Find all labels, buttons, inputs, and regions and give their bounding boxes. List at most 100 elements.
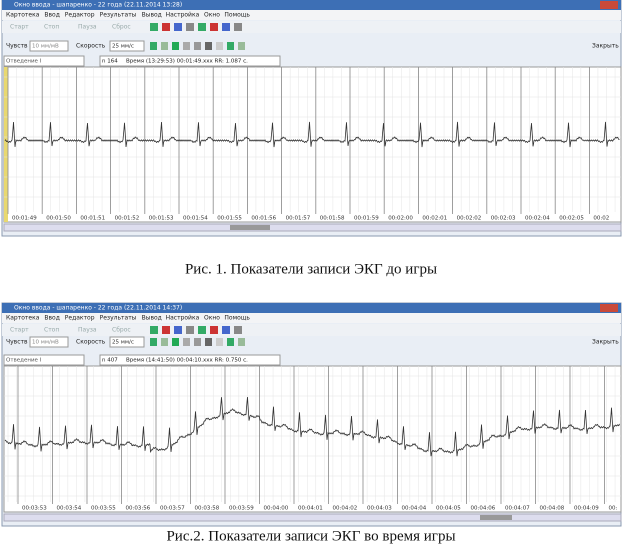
tool-icon[interactable] [162, 326, 170, 334]
tool-icon[interactable] [234, 23, 242, 31]
speed-select[interactable] [109, 40, 145, 52]
tool-icon[interactable] [186, 326, 194, 334]
close-button[interactable]: Закрыть [592, 339, 619, 346]
speed-select[interactable] [109, 336, 145, 348]
tool-icon[interactable] [150, 338, 157, 346]
tool-icon[interactable] [234, 326, 242, 334]
time-label: 00:04:03 [367, 506, 392, 512]
tool-icon[interactable] [222, 23, 230, 31]
scroll-thumb[interactable] [230, 225, 270, 230]
time-label: 00:01:50 [46, 216, 71, 222]
menu-item[interactable]: Окно [204, 12, 220, 19]
tool-icon[interactable] [216, 42, 223, 50]
time-label: 00:02:04 [525, 216, 550, 222]
tool-icon[interactable] [210, 23, 218, 31]
sensitivity-select[interactable] [29, 40, 69, 52]
toolbar-button[interactable]: Сброс [112, 327, 131, 334]
screenshot: Окно ввода - шапаренко - 22 года (22.11.… [1, 302, 622, 527]
tool-icon[interactable] [205, 338, 212, 346]
toolbar-button[interactable]: Стоп [44, 24, 59, 31]
tool-icon[interactable] [162, 23, 170, 31]
ecg-area [3, 365, 622, 513]
tool-icon[interactable] [194, 338, 201, 346]
menu-item[interactable]: Картотека [6, 315, 40, 322]
toolbar-button[interactable]: Сброс [112, 24, 131, 31]
time-label: 00:01:54 [183, 216, 208, 222]
lead-select[interactable] [3, 354, 85, 366]
menu-item[interactable]: Редактор [65, 12, 95, 19]
screenshot: Окно ввода - шапаренко - 22 года (22.11.… [1, 0, 622, 237]
tool-icon[interactable] [161, 42, 168, 50]
tool-icon[interactable] [186, 23, 194, 31]
tool-icon[interactable] [210, 326, 218, 334]
menu-item[interactable]: Окно [204, 315, 220, 322]
time-label: 00:04:07 [505, 506, 530, 512]
time-label: 00:01:55 [217, 216, 242, 222]
scrollbar[interactable] [3, 513, 622, 522]
scrollbar[interactable] [3, 223, 622, 232]
caption: Рис. 1. Показатели записи ЭКГ до игры [185, 261, 437, 277]
close-button[interactable]: Закрыть [592, 43, 619, 50]
tool-icon[interactable] [174, 23, 182, 31]
tool-icon[interactable] [161, 338, 168, 346]
tool-icon[interactable] [150, 42, 157, 50]
tool-icon[interactable] [227, 42, 234, 50]
tool-icon[interactable] [183, 42, 190, 50]
toolbar-button[interactable]: Пауза [78, 327, 97, 334]
tool-icon[interactable] [172, 338, 179, 346]
counter: n 407 [102, 358, 118, 364]
menu-item[interactable]: Ввод [44, 315, 59, 322]
toolbar-button[interactable]: Стоп [44, 327, 59, 334]
tool-icon[interactable] [238, 42, 245, 50]
menu-item[interactable]: Ввод [44, 12, 59, 19]
tool-icon[interactable] [150, 326, 158, 334]
speed-label: Скорость [76, 43, 106, 50]
caption: Рис.2. Показатели записи ЭКГ во время иг… [166, 528, 455, 544]
menu-item[interactable]: Вывод [142, 315, 162, 322]
tool-icon[interactable] [174, 326, 182, 334]
ecg-area [3, 66, 622, 223]
tool-icon[interactable] [172, 42, 179, 50]
tool-icon[interactable] [198, 326, 206, 334]
tool-icon[interactable] [198, 23, 206, 31]
tool-icon[interactable] [194, 42, 201, 50]
status-box [99, 354, 281, 366]
title-bar [2, 0, 621, 10]
toolbar-button[interactable]: Пауза [78, 24, 97, 31]
sensitivity-label: Чувств [6, 339, 28, 346]
menu-item[interactable]: Картотека [6, 12, 40, 19]
tool-icon[interactable] [227, 338, 234, 346]
tool-icon[interactable] [222, 326, 230, 334]
time-label: 00:02:03 [491, 216, 516, 222]
time-label: 00:02:00 [388, 216, 413, 222]
speed-value: 25 мм/с [112, 340, 134, 346]
tool-icon[interactable] [238, 338, 245, 346]
menu-item[interactable]: Результаты [100, 315, 137, 322]
menu-item[interactable]: Редактор [65, 315, 95, 322]
menu-item[interactable]: Помощь [224, 12, 250, 19]
lead-select[interactable] [3, 55, 85, 67]
speed-value: 25 мм/с [112, 44, 134, 50]
close-window[interactable] [600, 1, 618, 9]
tool-icon[interactable] [216, 338, 223, 346]
menu-item[interactable]: Вывод [142, 12, 162, 19]
menu-item[interactable]: Помощь [224, 315, 250, 322]
tool-icon[interactable] [205, 42, 212, 50]
menu-item[interactable]: Настройка [166, 315, 200, 322]
time-label: 00:04:04 [402, 506, 427, 512]
menu-bar [2, 313, 621, 323]
close-window[interactable] [600, 304, 618, 312]
sensitivity-label: Чувств [6, 43, 28, 50]
time-label: 00:03:54 [57, 506, 82, 512]
menu-item[interactable]: Результаты [100, 12, 137, 19]
toolbar-button[interactable]: Старт [10, 24, 29, 31]
tool-icon[interactable] [150, 23, 158, 31]
sensitivity-select[interactable] [29, 336, 69, 348]
window-title: Окно ввода - шапаренко - 22 года (22.11.… [14, 305, 182, 312]
menu-item[interactable]: Настройка [166, 12, 200, 19]
scroll-thumb[interactable] [480, 515, 512, 520]
tool-icon[interactable] [183, 338, 190, 346]
toolbar-button[interactable]: Старт [10, 327, 29, 334]
